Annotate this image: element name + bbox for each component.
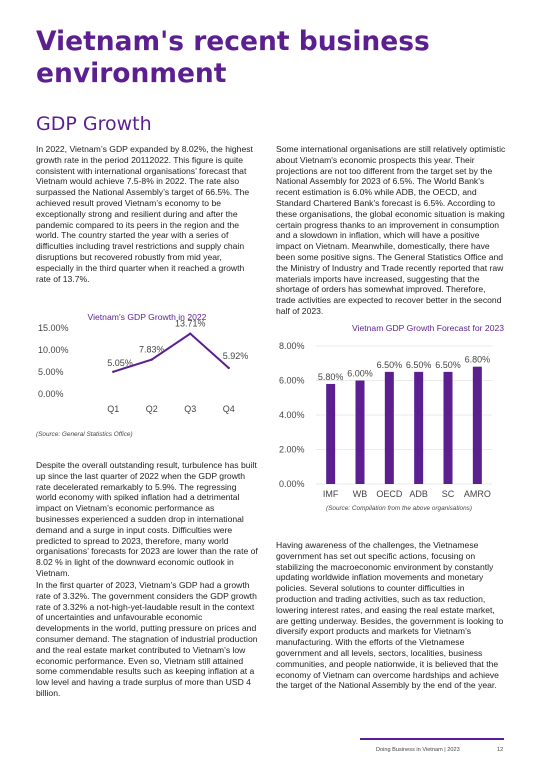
bar — [472, 366, 482, 484]
x-tick-label: WB — [353, 489, 368, 499]
data-point — [150, 358, 153, 361]
footer-text: Doing Business in Vietnam | 2023 — [376, 747, 460, 753]
data-point — [112, 370, 115, 373]
source-note-bar-chart: (Source: Compilation from the above orga… — [326, 505, 472, 512]
paragraph-turbulence: Despite the overall outstanding result, … — [36, 460, 258, 578]
x-tick-label: Q4 — [223, 404, 235, 414]
x-tick-label: Q3 — [184, 404, 196, 414]
y-tick-label: 5.00% — [38, 367, 64, 377]
x-tick-label: OECD — [376, 489, 403, 499]
data-label: 6.80% — [465, 355, 491, 365]
x-tick-label: IMF — [323, 489, 339, 499]
y-tick-label: 0.00% — [279, 479, 305, 489]
data-label: 7.83% — [139, 345, 165, 355]
page-title: Vietnam's recent business environment — [36, 26, 430, 89]
data-label: 5.92% — [223, 351, 249, 361]
bar — [384, 371, 394, 484]
data-label: 13.71% — [175, 319, 206, 329]
y-tick-label: 15.00% — [38, 323, 69, 333]
bar-chart-forecast-2023: 0.00% 2.00% 4.00% 6.00% 8.00% 5.80% IMF 6.00% WB… — [279, 341, 492, 499]
page-number: 12 — [497, 747, 504, 753]
data-label: 5.80% — [318, 372, 344, 382]
data-label: 5.05% — [107, 358, 133, 368]
y-tick-label: 0.00% — [38, 389, 64, 399]
line-chart-gdp-2022: 0.00% 5.00% 10.00% 15.00% Q1 Q2 Q3 Q4 5.05% 7.83%… — [38, 319, 249, 414]
paragraph-gdp-2022: In 2022, Vietnam’s GDP expanded by 8.02%… — [36, 144, 253, 284]
data-point — [189, 332, 192, 335]
x-tick-label: ADB — [409, 489, 428, 499]
data-label: 6.50% — [435, 360, 461, 370]
paragraph-q1-2023: In the first quarter of 2023, Vietnam’s … — [36, 580, 258, 698]
section-heading: GDP Growth — [36, 113, 152, 135]
x-tick-label: Q1 — [107, 404, 119, 414]
data-label: 6.50% — [406, 360, 432, 370]
y-tick-label: 4.00% — [279, 410, 305, 420]
y-tick-label: 6.00% — [279, 376, 305, 386]
series-line — [112, 332, 230, 373]
source-note-line-chart: (Source: General Statistics Office) — [36, 431, 133, 438]
x-tick-label: SC — [442, 489, 455, 499]
y-tick-label: 10.00% — [38, 345, 69, 355]
y-tick-label: 8.00% — [279, 341, 305, 351]
bar — [414, 371, 424, 484]
paragraph-government-actions: Having awareness of the challenges, the … — [276, 540, 504, 691]
bar — [355, 380, 365, 484]
data-point — [227, 366, 230, 370]
footer-rule — [360, 738, 504, 740]
data-label: 6.50% — [377, 360, 403, 370]
y-tick-label: 2.00% — [279, 445, 305, 455]
bar — [443, 371, 453, 484]
data-label: 6.00% — [347, 369, 373, 379]
bar — [326, 383, 336, 484]
chart-title-forecast-2023: Vietnam GDP Growth Forecast for 2023 — [352, 323, 505, 333]
paragraph-optimism: Some international organisations are sti… — [276, 144, 506, 316]
x-tick-label: Q2 — [146, 404, 158, 414]
x-tick-label: AMRO — [464, 489, 491, 499]
chart-title-gdp-2022: Vietnam’s GDP Growth in 2022 — [87, 312, 207, 322]
